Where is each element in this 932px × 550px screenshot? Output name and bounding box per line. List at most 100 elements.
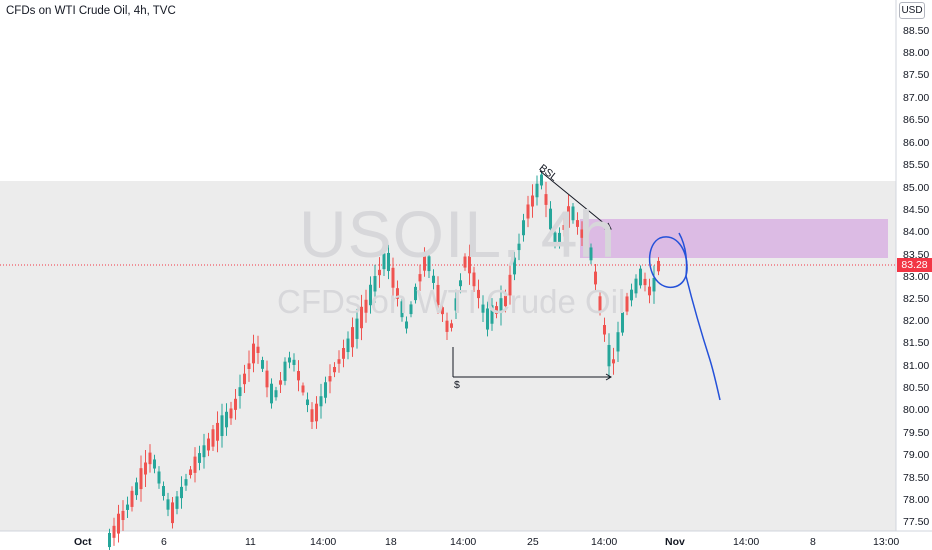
candle-body	[562, 225, 566, 230]
watermark-description: CFDs on WTI Crude Oil	[277, 283, 626, 320]
ssl-arrow-head	[605, 373, 612, 381]
time-tick-label: 11	[245, 536, 256, 548]
candle-body	[463, 256, 467, 268]
candle-body	[306, 399, 309, 406]
candle-body	[414, 286, 417, 301]
candle-body	[162, 486, 165, 496]
bsl-arrow-line[interactable]	[539, 170, 612, 230]
candle-body	[342, 348, 345, 359]
candle-body	[130, 490, 134, 507]
candle-body	[355, 318, 359, 339]
candle-body	[324, 382, 327, 398]
candle-body	[337, 359, 341, 364]
candle-body	[153, 459, 156, 469]
candle-body	[639, 268, 642, 286]
currency-selector[interactable]: USD	[899, 2, 925, 19]
candle-body	[351, 327, 354, 348]
candle-body	[607, 344, 611, 367]
candle-body	[382, 253, 386, 270]
price-tick-label: 77.50	[903, 516, 930, 528]
drawn-projection-line[interactable]	[678, 232, 721, 401]
candle-body	[364, 299, 368, 313]
candle-body	[283, 361, 287, 381]
price-tick-label: 81.50	[903, 337, 930, 349]
time-tick-label: Nov	[665, 536, 685, 548]
candle-body	[261, 360, 264, 369]
candle-body	[108, 532, 111, 548]
candle-body	[657, 260, 660, 272]
candle-body	[166, 499, 170, 510]
price-tick-label: 82.00	[903, 315, 930, 327]
candle-body	[499, 298, 503, 313]
candle-body	[238, 387, 242, 397]
candle-body	[211, 429, 215, 447]
candle-body	[225, 411, 228, 428]
candle-body	[459, 280, 462, 287]
candle-body	[580, 229, 584, 238]
candle-body	[490, 305, 494, 324]
candle-body	[468, 256, 471, 274]
candle-body	[148, 452, 152, 465]
candle-body	[328, 376, 332, 382]
ssl-label: $	[454, 379, 460, 391]
candle-body	[243, 373, 246, 385]
candle-body	[472, 272, 476, 287]
candle-body	[585, 239, 588, 248]
time-tick-label: 14:00	[310, 536, 337, 548]
candle-body	[121, 510, 125, 521]
candle-body	[234, 398, 237, 410]
candle-body	[567, 206, 570, 228]
candle-body	[144, 462, 147, 475]
candle-body	[171, 502, 174, 524]
time-tick-label: 14:00	[450, 536, 477, 548]
candle-body	[396, 288, 399, 299]
candle-body	[634, 278, 638, 294]
candle-body	[513, 257, 516, 275]
candle-body	[198, 453, 201, 463]
candle-body	[571, 206, 575, 221]
candle-body	[207, 438, 210, 451]
candle-body	[378, 269, 381, 276]
watermark-symbol: USOIL, 4h	[299, 197, 617, 271]
drawn-circle[interactable]	[648, 236, 688, 289]
price-tick-label: 84.50	[903, 204, 930, 216]
candle-body	[247, 363, 251, 370]
candle-body	[175, 496, 179, 509]
candle-body	[409, 304, 413, 315]
candle-body	[652, 277, 656, 292]
price-tick-label: 86.00	[903, 137, 930, 149]
price-tick-label: 81.00	[903, 360, 930, 372]
candle-body	[279, 380, 282, 385]
candle-body	[126, 504, 129, 510]
candle-body	[360, 306, 363, 329]
candle-body	[400, 301, 404, 318]
candle-body	[612, 359, 615, 364]
candle-body	[544, 194, 548, 205]
candle-body	[643, 278, 647, 286]
price-tick-label: 84.00	[903, 226, 930, 238]
candle-body	[508, 274, 512, 296]
candle-body	[535, 183, 539, 198]
price-tick-label: 79.00	[903, 449, 930, 461]
candle-body	[139, 468, 143, 490]
candle-body	[310, 409, 314, 422]
candle-body	[441, 307, 444, 315]
candle-body	[387, 252, 390, 272]
candle-body	[301, 385, 305, 393]
candle-body	[531, 195, 534, 207]
candle-body	[553, 232, 557, 245]
time-tick-label: 14:00	[733, 536, 760, 548]
candle-body	[202, 445, 206, 458]
candle-body	[135, 482, 138, 496]
supply-zone-rectangle[interactable]	[580, 219, 888, 258]
candle-body	[621, 312, 624, 333]
candle-body	[229, 408, 233, 419]
candle-body	[180, 486, 183, 499]
candle-body	[265, 370, 269, 388]
candle-body	[427, 256, 431, 272]
candle-body	[184, 479, 188, 486]
candle-body	[391, 267, 395, 288]
candle-body	[436, 284, 440, 306]
last-price-label: 83.28	[897, 258, 932, 272]
